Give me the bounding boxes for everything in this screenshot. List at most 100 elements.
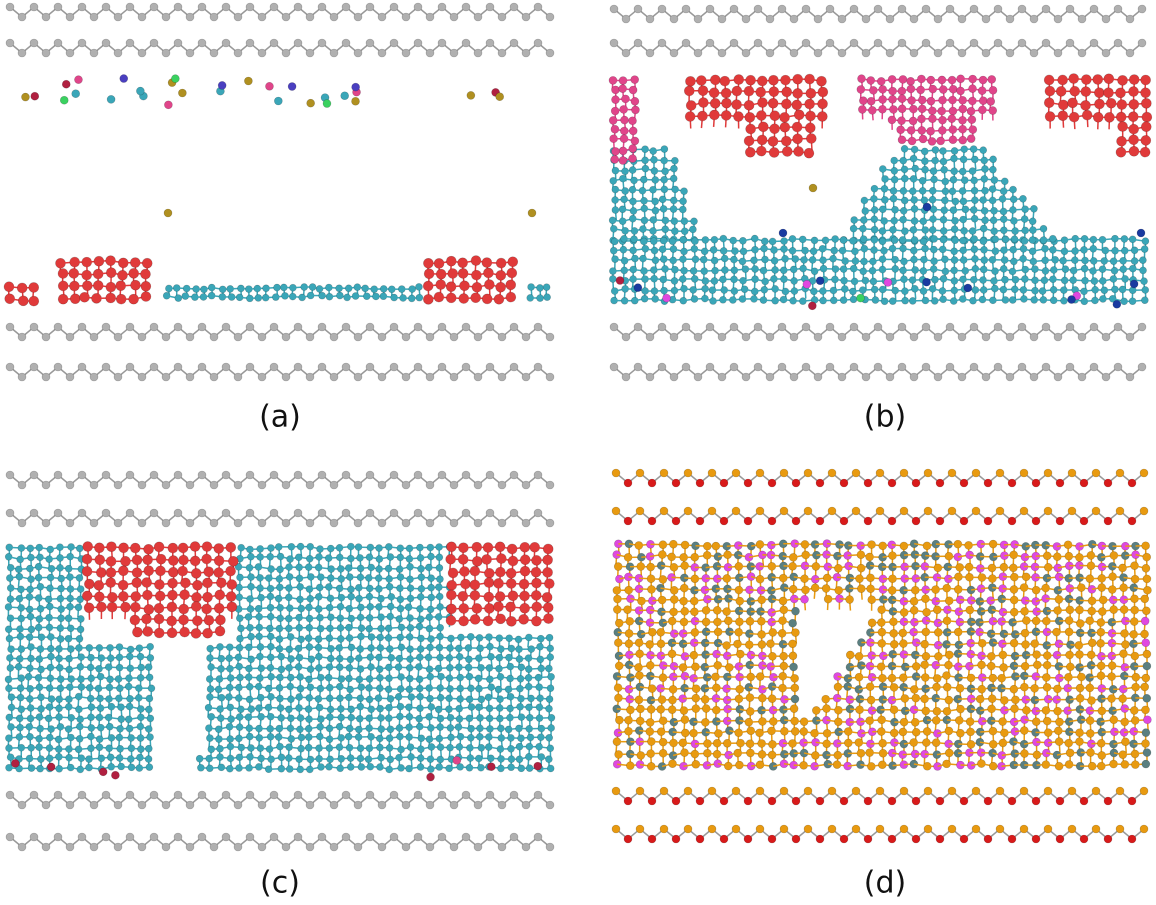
atom (474, 481, 482, 489)
atom (270, 39, 278, 47)
atom (547, 685, 554, 692)
atom (178, 89, 186, 97)
atom (140, 269, 150, 279)
atom (77, 586, 84, 593)
atom (989, 107, 997, 115)
atom (330, 843, 338, 851)
atom (378, 333, 386, 341)
atom (78, 363, 86, 371)
atom (534, 3, 542, 11)
atom (622, 15, 630, 23)
atom (354, 49, 362, 57)
atom (1078, 49, 1086, 57)
atom (120, 75, 128, 83)
atom (270, 471, 278, 479)
atom (78, 3, 86, 11)
atom (352, 97, 360, 105)
atom (631, 106, 639, 114)
atom (330, 333, 338, 341)
atom (474, 843, 482, 851)
atom (282, 333, 290, 341)
atom (1141, 98, 1151, 108)
atom (988, 75, 996, 83)
atom (330, 481, 338, 489)
atom (306, 801, 314, 809)
atom (390, 363, 398, 371)
atom (114, 49, 122, 57)
atom (318, 363, 326, 371)
atom (1054, 333, 1062, 341)
atom (174, 323, 182, 331)
atom (850, 363, 858, 371)
atom (486, 471, 494, 479)
atom (474, 49, 482, 57)
atom (671, 157, 678, 164)
atom (663, 294, 671, 302)
atom (402, 801, 410, 809)
atom (366, 363, 374, 371)
atom (742, 15, 750, 23)
atom (923, 278, 931, 286)
atom (210, 373, 218, 381)
atom (658, 5, 666, 13)
atom (438, 3, 446, 11)
atom (1078, 373, 1086, 381)
atom (1049, 235, 1056, 242)
atom (970, 39, 978, 47)
atom (282, 843, 290, 851)
atom (804, 148, 814, 158)
atom (450, 843, 458, 851)
atom (162, 13, 170, 21)
atom (534, 509, 542, 517)
atom (1141, 297, 1148, 304)
atom (78, 833, 86, 841)
atom (354, 801, 362, 809)
atom (814, 49, 822, 57)
atom (670, 373, 678, 381)
atom (874, 323, 882, 331)
atom (508, 257, 518, 267)
atom (766, 333, 774, 341)
atom (1114, 39, 1122, 47)
atom (90, 843, 98, 851)
atom (910, 15, 918, 23)
atom (438, 509, 446, 517)
atom (246, 39, 254, 47)
atom (378, 13, 386, 21)
atom (436, 576, 443, 583)
atom (850, 39, 858, 47)
atom (186, 801, 194, 809)
atom (258, 481, 266, 489)
atom (126, 3, 134, 11)
atom (414, 363, 422, 371)
atom (66, 13, 74, 21)
atom (330, 373, 338, 381)
atom (1042, 363, 1050, 371)
atom (968, 116, 976, 124)
atom (246, 363, 254, 371)
atom (18, 49, 26, 57)
atom (66, 481, 74, 489)
atom (66, 373, 74, 381)
atom (610, 363, 618, 371)
atom (547, 654, 554, 661)
atom (150, 509, 158, 517)
atom (546, 801, 554, 809)
atom (616, 276, 624, 284)
atom (691, 218, 698, 225)
atom (691, 238, 698, 245)
atom (646, 15, 654, 23)
atom (210, 49, 218, 57)
atom (754, 363, 762, 371)
atom (462, 3, 470, 11)
atom (467, 91, 475, 99)
atom (706, 39, 714, 47)
atom (1030, 333, 1038, 341)
atom (850, 323, 858, 331)
atom (1142, 286, 1149, 293)
atom (886, 49, 894, 57)
atom (922, 5, 930, 13)
atom (1010, 186, 1017, 193)
atom (66, 49, 74, 57)
atom (6, 833, 14, 841)
